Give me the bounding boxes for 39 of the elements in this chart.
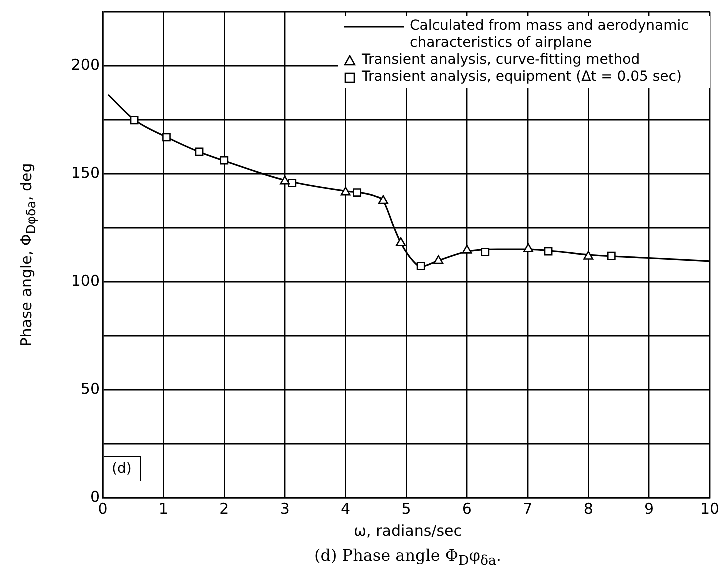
point: [396, 237, 406, 246]
point: [162, 133, 171, 142]
point: [340, 186, 351, 196]
point: [280, 176, 290, 185]
point: [353, 188, 362, 197]
point: [481, 248, 490, 256]
point: [378, 195, 388, 204]
x-axis-title: ω, radians/sec: [354, 522, 462, 540]
y-tick-label: 100: [71, 272, 100, 290]
point: [524, 244, 534, 252]
y-tick-label: 200: [71, 56, 100, 74]
point: [288, 179, 297, 188]
x-tick-label: 9: [644, 500, 654, 518]
point: [195, 148, 204, 156]
x-tick-label: 10: [700, 500, 720, 518]
x-tick-label: 2: [220, 500, 230, 518]
point: [434, 255, 444, 264]
x-tick-label: 1: [158, 500, 168, 518]
legend-label: Calculated from mass and aerodynamic characteristics of airplane: [410, 18, 690, 52]
y-tick-label: 0: [90, 488, 100, 506]
point: [130, 116, 139, 125]
x-tick-label: 7: [523, 500, 533, 518]
x-tick-label: 6: [462, 500, 472, 518]
y-tick-label: 150: [71, 164, 100, 182]
point: [416, 262, 426, 270]
x-tick-label: 3: [280, 500, 290, 518]
y-tick-label: 50: [80, 380, 100, 398]
legend-label: Transient analysis, curve-fitting method: [362, 52, 640, 69]
point: [462, 245, 472, 254]
text: (d) Phase angle Φ$_{D}$φ$_{δa}$.: [314, 546, 502, 570]
x-tick-label: 4: [341, 500, 351, 518]
point: [584, 251, 594, 260]
legend-label: Transient analysis, equipment (Δt = 0.05 sec): [362, 69, 682, 86]
point: [220, 156, 229, 165]
point: [544, 247, 553, 256]
x-tick-label: 5: [402, 500, 412, 518]
x-tick-label: 8: [584, 500, 594, 518]
point: [607, 252, 616, 260]
annotation: (d): [104, 456, 141, 481]
